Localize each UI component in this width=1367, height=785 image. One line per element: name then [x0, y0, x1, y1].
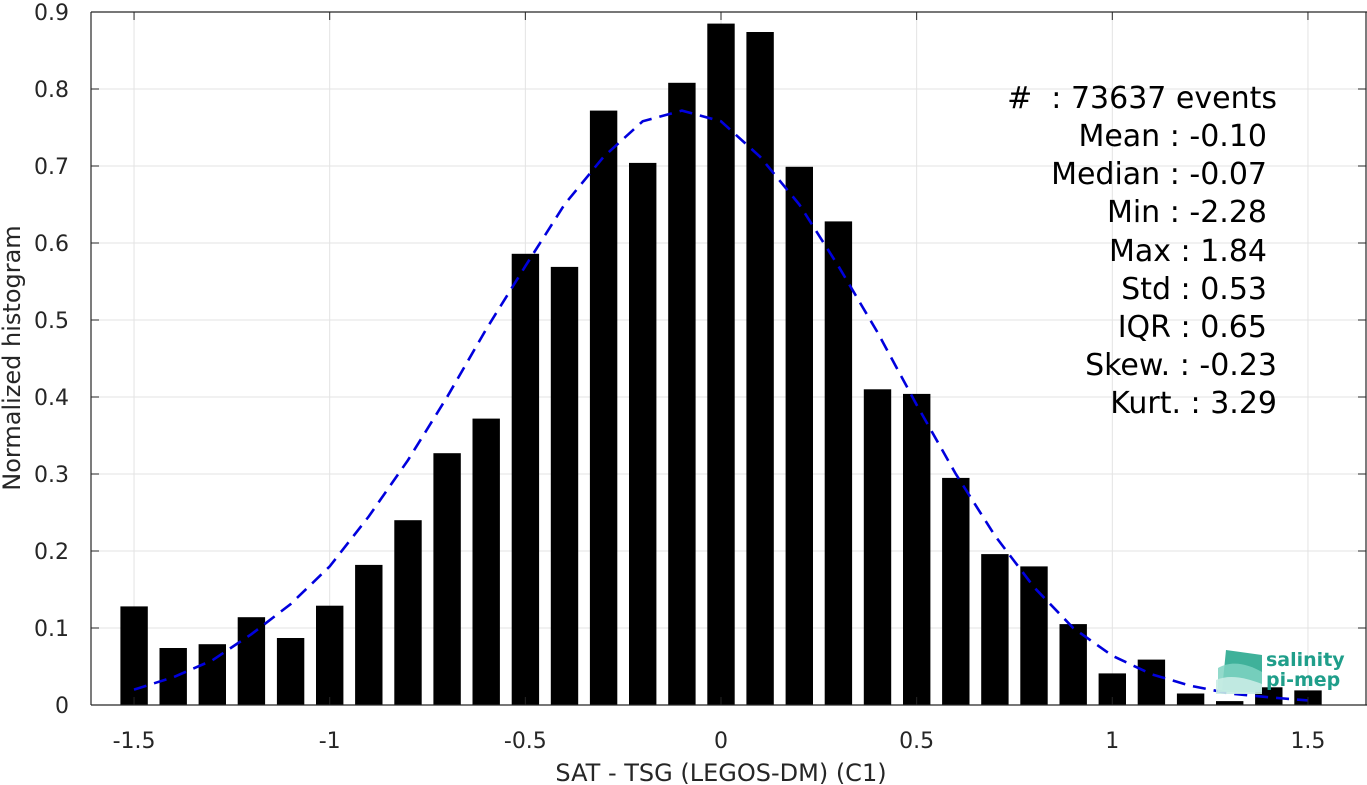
histogram-bar [511, 253, 540, 706]
x-axis-title: SAT - TSG (LEGOS-DM) (C1) [555, 759, 886, 785]
histogram-bar [159, 648, 187, 705]
stat-kurt: Kurt. : 3.29 [1110, 386, 1277, 421]
histogram-bar [1020, 566, 1048, 705]
y-tick-label: 0.7 [34, 155, 69, 180]
x-tick-label: 0 [714, 729, 728, 754]
wave-logo-icon [1216, 650, 1262, 694]
histogram-bar [1137, 659, 1166, 705]
y-tick-labels: 0 0.1 0.2 0.3 0.4 0.5 0.6 0.7 0.8 0.9 [34, 1, 69, 719]
logo-text-pi-mep: pi-mep [1266, 669, 1340, 691]
stat-max: Max : 1.84 [1109, 234, 1267, 269]
y-tick-label: 0 [55, 694, 69, 719]
x-tick-label: -0.5 [504, 729, 547, 754]
histogram-bar [668, 82, 696, 706]
x-tick-labels: -1.5 -1 -0.5 0 0.5 1 1.5 [113, 729, 1326, 754]
histogram-bar [433, 453, 461, 705]
y-tick-label: 0.6 [34, 232, 69, 257]
histogram-bar [394, 520, 422, 705]
y-tick-label: 0.3 [34, 463, 69, 488]
y-tick-label: 0.2 [34, 540, 69, 565]
y-tick-label: 0.5 [34, 309, 69, 334]
x-tick-label: 1.5 [1290, 729, 1325, 754]
histogram-bars [120, 23, 1322, 706]
histogram-bar [942, 477, 970, 705]
histogram-bar [589, 110, 618, 706]
stat-mean: Mean : -0.10 [1078, 119, 1267, 154]
histogram-bar [316, 605, 344, 705]
y-tick-label: 0.8 [34, 78, 69, 103]
histogram-bar [1059, 624, 1087, 705]
stat-median: Median : -0.07 [1051, 157, 1267, 192]
histogram-bar [550, 266, 579, 705]
histogram-bar [863, 389, 892, 705]
histogram-bar [903, 393, 931, 705]
x-tick-label: 0.5 [899, 729, 934, 754]
gaussian-fit-curve [133, 109, 1309, 702]
stat-min: Min : -2.28 [1107, 195, 1267, 230]
histogram-bar [981, 554, 1009, 705]
histogram-bar [276, 638, 305, 705]
statistics-box: # : 73637 events Mean : -0.10 Median : -… [1007, 81, 1277, 421]
x-tick-label: -1.5 [113, 729, 156, 754]
stat-std: Std : 0.53 [1121, 272, 1267, 307]
histogram-bar [237, 617, 266, 705]
axes [90, 11, 1367, 706]
x-tick-label: -1 [319, 729, 341, 754]
histogram-bar [472, 418, 500, 705]
y-tick-label: 0.9 [34, 1, 69, 26]
stat-iqr: IQR : 0.65 [1118, 310, 1267, 345]
y-tick-label: 0.4 [34, 386, 69, 411]
histogram-bar [1176, 693, 1205, 705]
histogram-bar [707, 23, 735, 706]
histogram-bar [120, 606, 148, 705]
histogram-bar [785, 166, 813, 706]
stat-skew: Skew. : -0.23 [1085, 348, 1277, 383]
stat-events: # : 73637 events [1007, 81, 1277, 116]
salinity-pi-mep-logo: salinity pi-mep [1216, 649, 1345, 694]
logo-text-salinity: salinity [1266, 649, 1345, 671]
y-tick-label: 0.1 [34, 617, 69, 642]
histogram-bar [1216, 701, 1244, 705]
histogram-bar [629, 162, 657, 705]
histogram-bar [746, 32, 774, 705]
y-axis-title: Normalized histogram [0, 225, 26, 490]
histogram-bar [824, 221, 853, 705]
histogram-bar [355, 564, 383, 705]
x-tick-label: 1 [1105, 729, 1119, 754]
